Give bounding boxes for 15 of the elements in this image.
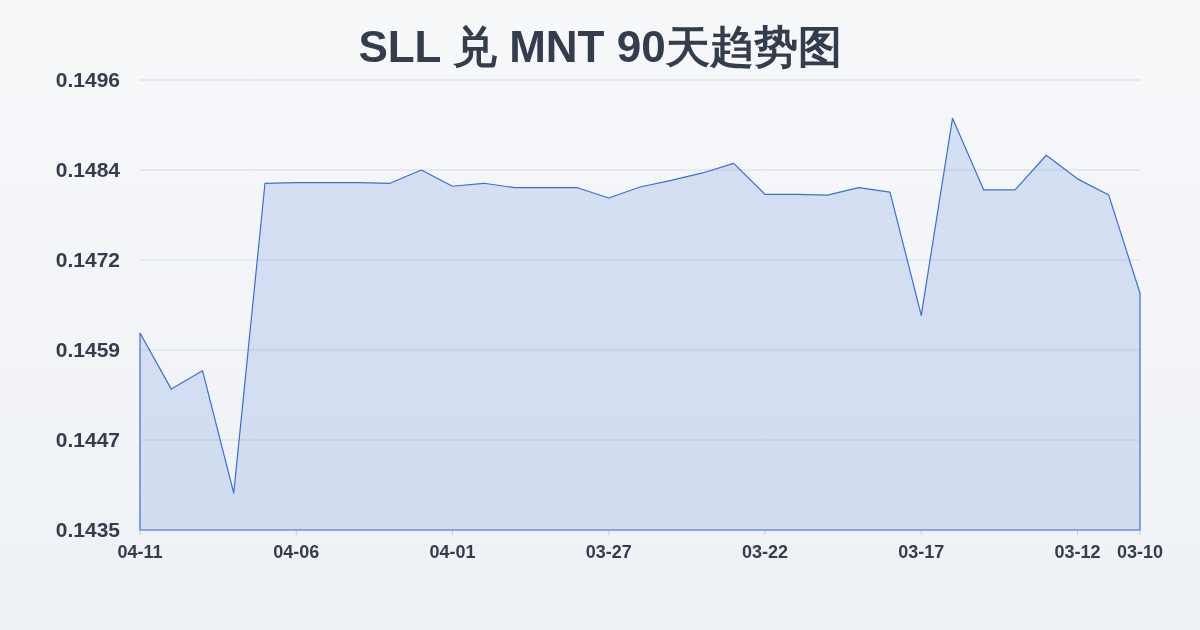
x-tick-label: 03-27 — [585, 542, 632, 562]
y-tick-label: 0.1447 — [55, 428, 120, 451]
y-tick-label: 0.1435 — [55, 518, 121, 541]
y-tick-label: 0.1459 — [55, 338, 120, 361]
title: SLL 兑 MNT 90天趋势图 — [358, 22, 842, 71]
x-tick-label: 03-22 — [741, 542, 789, 562]
x-tick-label: 04-11 — [117, 542, 163, 562]
y-tick-label: 0.1472 — [55, 248, 120, 271]
y-tick-label: 0.1484 — [55, 158, 121, 181]
x-tick-label: 03-12 — [1054, 542, 1101, 562]
x-tick-label: 03-17 — [898, 542, 945, 562]
y-tick-label: 0.1496 — [55, 68, 120, 91]
x-tick-label: 03-10 — [1116, 542, 1164, 562]
x-tick-label: 04-06 — [273, 542, 320, 562]
x-tick-label: 04-01 — [429, 542, 476, 562]
